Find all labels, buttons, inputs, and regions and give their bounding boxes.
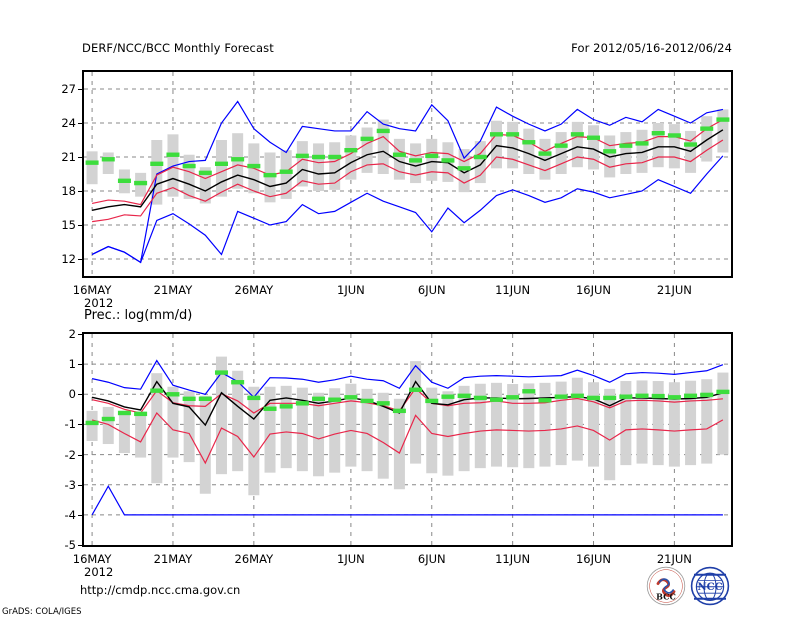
precipitation-x-tick-label: 11JUN — [495, 552, 531, 566]
temperature-x-tick-label: 21JUN — [656, 283, 692, 297]
precipitation-x-tick-label: 1JUN — [337, 552, 365, 566]
header-forecast-period: For 2012/05/16-2012/06/24 — [571, 41, 732, 55]
temperature-y-tick-label: 27 — [61, 82, 76, 96]
precipitation-y-tick-label: 1 — [68, 357, 76, 372]
precipitation-x-tick-label: 16JUN — [575, 552, 612, 566]
precipitation-y-tick-label: -2 — [64, 447, 76, 462]
precipitation-y-tick-mark — [78, 545, 83, 546]
temperature-year-label: 2012 — [84, 296, 114, 310]
bcc-logo-text: BCC — [656, 592, 676, 602]
temperature-y-tick-mark — [78, 191, 83, 192]
precipitation-x-tick-label: 21MAY — [153, 552, 193, 566]
temperature-x-tick-label: 11JUN — [495, 283, 531, 297]
temperature-y-tick-label: 21 — [61, 150, 76, 164]
ncc-logo-text: NCC — [697, 582, 722, 593]
precipitation-y-tick-label: -4 — [64, 507, 76, 522]
precipitation-x-tick-label: 26MAY — [234, 552, 274, 566]
precipitation-y-tick-mark — [78, 514, 83, 516]
precipitation-y-tick-mark — [78, 334, 83, 335]
cmdp-url[interactable]: http://cmdp.ncc.cma.gov.cn — [80, 583, 241, 597]
temperature-y-tick-mark — [78, 157, 83, 158]
ncc-logo: NCC — [690, 566, 730, 606]
grads-credit: GrADS: COLA/IGES — [2, 607, 82, 617]
precipitation-x-tick-label: 16MAY — [72, 552, 112, 566]
temperature-x-tick-label: 16JUN — [575, 283, 612, 297]
header-title: DERF/NCC/BCC Monthly Forecast — [82, 41, 274, 55]
precipitation-y-tick-mark — [78, 454, 83, 456]
precipitation-y-tick-mark — [78, 364, 83, 366]
precipitation-y-tick-mark — [78, 394, 83, 396]
temperature-y-tick-mark — [78, 123, 83, 124]
temperature-y-tick-label: 18 — [61, 184, 76, 198]
precipitation-y-tick-mark — [78, 484, 83, 486]
precipitation-y-tick-label: -3 — [64, 477, 76, 492]
precipitation-y-tick-label: -1 — [64, 417, 76, 432]
temperature-plot — [82, 70, 733, 278]
temperature-x-tick-label: 6JUN — [417, 283, 446, 297]
temperature-x-tick-label: 21MAY — [153, 283, 193, 297]
precipitation-x-tick-label: 6JUN — [417, 552, 446, 566]
precipitation-plot-title: Prec.: log(mm/d) — [84, 308, 193, 323]
temperature-y-tick-label: 24 — [61, 116, 76, 130]
temperature-plot-canvas — [84, 72, 731, 276]
temperature-y-tick-mark — [78, 225, 83, 226]
temperature-y-tick-label: 12 — [61, 252, 76, 266]
temperature-y-tick-mark — [78, 259, 83, 260]
precipitation-y-tick-label: 2 — [68, 327, 76, 341]
precipitation-y-tick-label: -5 — [64, 538, 76, 552]
temperature-x-tick-label: 1JUN — [337, 283, 365, 297]
precipitation-x-tick-label: 21JUN — [656, 552, 692, 566]
precipitation-year-label: 2012 — [84, 565, 114, 579]
temperature-y-tick-mark — [78, 89, 83, 90]
temperature-x-tick-label: 26MAY — [234, 283, 274, 297]
bcc-logo: BCC — [646, 566, 686, 606]
precipitation-y-tick-mark — [78, 424, 83, 426]
temperature-y-tick-label: 15 — [61, 218, 76, 232]
precipitation-plot — [82, 332, 733, 547]
precipitation-y-tick-label: 0 — [68, 387, 76, 402]
precipitation-plot-canvas — [84, 334, 731, 545]
temperature-x-tick-label: 16MAY — [72, 283, 112, 297]
